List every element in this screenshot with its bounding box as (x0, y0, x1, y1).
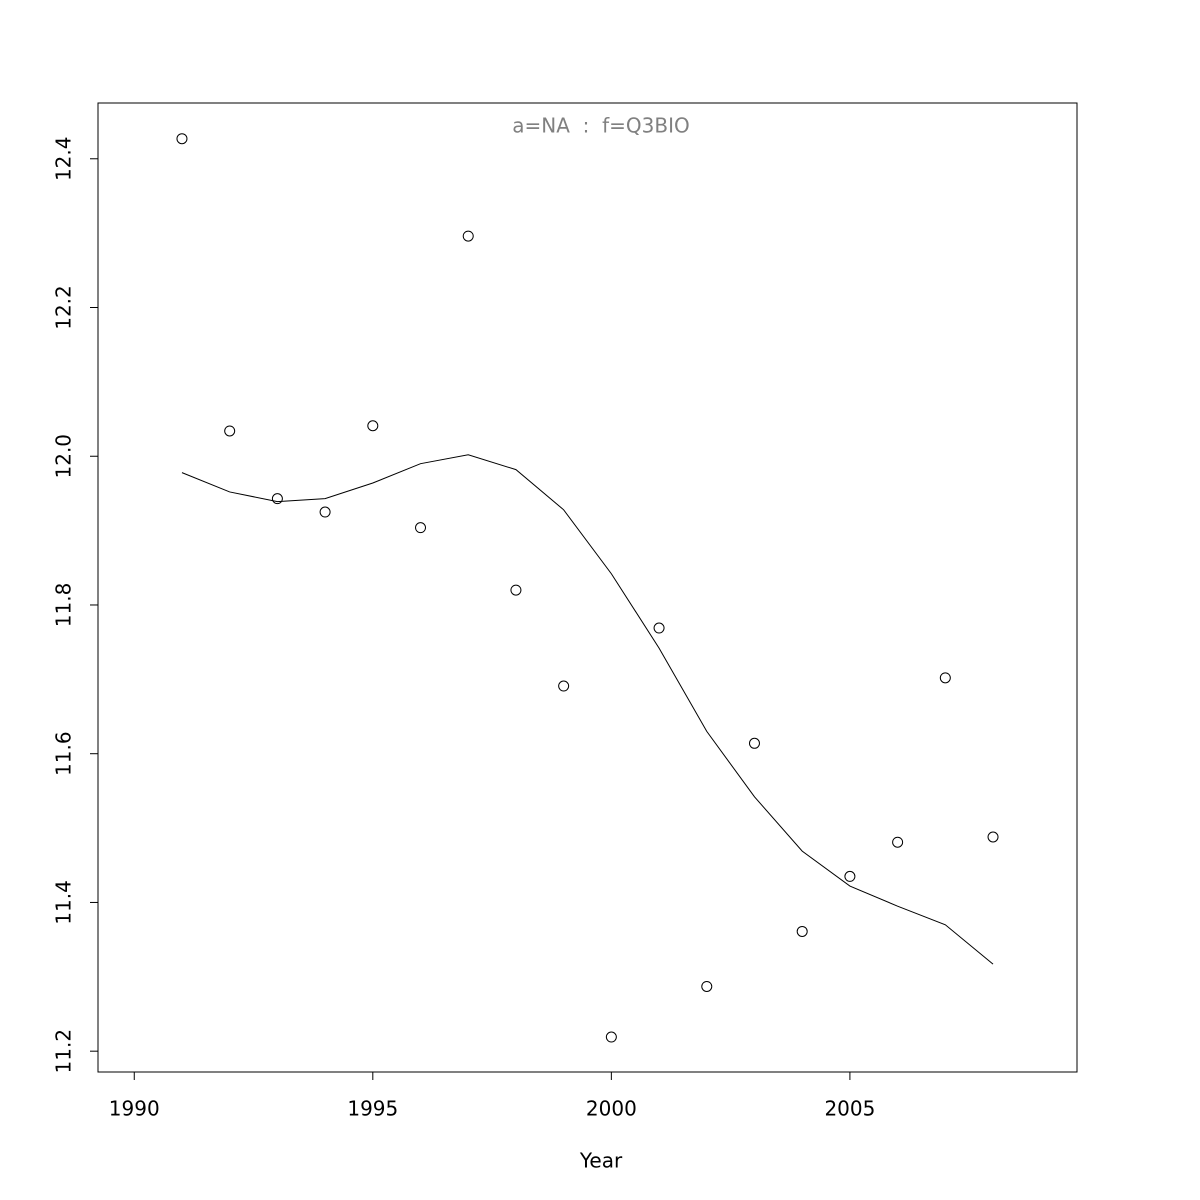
y-tick-label: 12.4 (52, 137, 76, 182)
data-point (558, 680, 570, 692)
x-tick-label: 1990 (109, 1097, 160, 1121)
data-point (462, 230, 474, 242)
x-tick-label: 2000 (586, 1097, 637, 1121)
data-point (939, 672, 951, 684)
data-point (701, 980, 713, 992)
y-tick-label: 11.2 (52, 1029, 76, 1074)
data-point (271, 493, 283, 505)
y-tick-label: 11.8 (52, 583, 76, 628)
plot-frame (97, 102, 1078, 1073)
y-tick-label: 11.4 (52, 880, 76, 925)
y-tick-label: 12.0 (52, 434, 76, 479)
data-point (510, 584, 522, 596)
data-point (796, 925, 808, 937)
data-point (415, 522, 427, 534)
smooth-line (181, 454, 994, 965)
data-point (605, 1031, 617, 1043)
data-point (319, 506, 331, 518)
x-axis-label: Year (579, 1149, 623, 1173)
data-point (176, 133, 188, 145)
y-tick-label: 11.6 (52, 731, 76, 776)
data-point (987, 831, 999, 843)
data-point (748, 737, 760, 749)
data-point (892, 836, 904, 848)
data-point (844, 870, 856, 882)
y-tick-label: 12.2 (52, 285, 76, 330)
x-tick-label: 2005 (824, 1097, 875, 1121)
data-point (224, 425, 236, 437)
chart-title: a=NA : f=Q3BIO (512, 114, 689, 138)
data-point (367, 420, 379, 432)
data-point (653, 622, 665, 634)
x-tick-label: 1995 (347, 1097, 398, 1121)
